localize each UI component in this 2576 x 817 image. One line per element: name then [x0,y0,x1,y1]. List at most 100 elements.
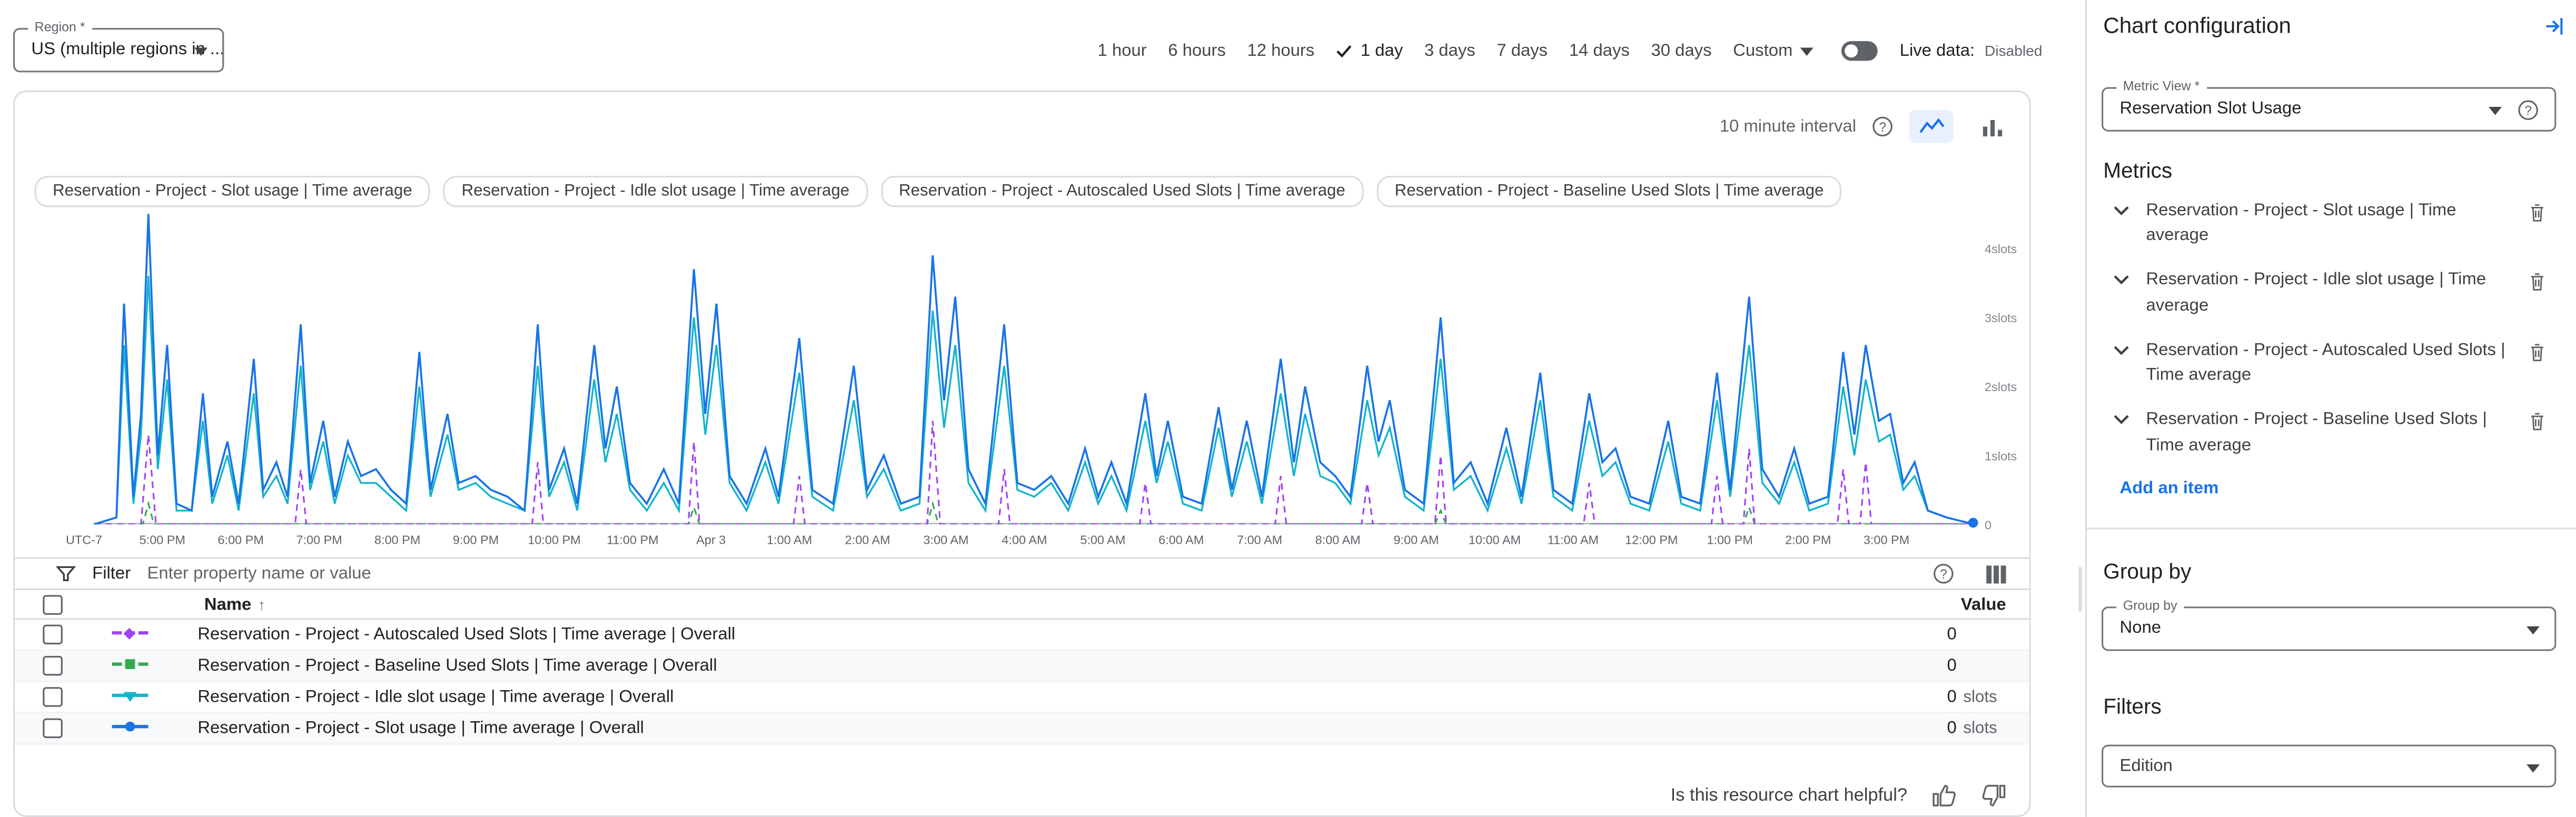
filter-label: Filter [92,564,131,584]
chevron-down-icon[interactable] [2113,415,2129,425]
metric-item-label: Reservation - Project - Baseline Used Sl… [2146,410,2487,455]
metric-view-select[interactable]: Metric View * Reservation Slot Usage ? [2102,78,2557,132]
scrollbar-thumb[interactable] [2078,567,2082,612]
region-selector[interactable]: Region * US (multiple regions in ... [13,19,224,73]
chevron-down-icon[interactable] [2113,345,2129,355]
chevron-down-icon[interactable] [2113,205,2129,216]
help-icon[interactable]: ? [2518,100,2538,120]
legend-chip-idle-slot-usage[interactable]: Reservation - Project - Idle slot usage … [443,176,868,207]
series-line-autoscaled [94,421,1975,525]
series-value: 0 [1947,718,1957,739]
help-icon[interactable]: ? [1934,564,1954,584]
row-checkbox[interactable] [43,624,63,645]
time-range-30-days[interactable]: 30 days [1651,41,1712,61]
time-range-12-hours[interactable]: 12 hours [1247,41,1315,61]
feedback-question: Is this resource chart helpful? [1670,785,1907,806]
time-range-1-hour[interactable]: 1 hour [1097,41,1147,61]
thumbs-down-icon[interactable] [1981,784,2006,808]
metric-item-slot-usage[interactable]: Reservation - Project - Slot usage | Tim… [2087,189,2576,259]
x-axis-label: 5:00 AM [1080,532,1126,547]
add-an-item-link[interactable]: Add an item [2119,477,2219,498]
select-all-checkbox[interactable] [43,594,63,614]
chevron-down-icon[interactable] [2113,275,2129,285]
live-data-toggle[interactable] [1842,41,1879,61]
x-axis: UTC-7 5:00 PM 6:00 PM 7:00 PM 8:00 PM 9:00 PM… [66,532,1975,552]
dropdown-caret-icon [2527,625,2540,634]
table-row[interactable]: Reservation - Project - Baseline Used Sl… [15,651,2029,682]
chart-plot-area[interactable] [94,202,1975,525]
dropdown-caret-icon [2489,106,2502,115]
x-axis-label: 3:00 AM [923,532,969,547]
delete-icon[interactable] [2528,272,2546,294]
collapse-panel-icon[interactable] [2540,13,2568,44]
time-range-custom[interactable]: Custom [1733,41,1815,61]
row-checkbox[interactable] [43,655,63,676]
y-axis: 4slots 3slots 2slots 1slots 0 [1984,202,2029,532]
column-settings-icon[interactable] [1986,564,2006,583]
name-column-header[interactable]: Name ↑ [204,594,265,614]
series-name: Reservation - Project - Slot usage | Tim… [197,718,644,739]
time-range-6-hours[interactable]: 6 hours [1168,41,1226,61]
series-value: 0 [1947,624,1957,645]
x-axis-label: 11:00 AM [1547,532,1599,547]
legend-chip-baseline-used-slots[interactable]: Reservation - Project - Baseline Used Sl… [1376,176,1842,207]
panel-title: Chart configuration [2103,13,2292,38]
y-axis-tick: 2slots [1984,380,2017,395]
metric-item-baseline-used-slots[interactable]: Reservation - Project - Baseline Used Sl… [2087,398,2576,469]
x-axis-label: 9:00 PM [452,532,499,547]
live-data-label: Live data: [1899,41,1975,61]
chart-configuration-panel: Chart configuration Metric View * Reserv… [2085,0,2576,817]
check-icon [1336,45,1352,58]
edition-label: Edition [2119,755,2173,776]
line-chart-icon [1918,118,1944,133]
delete-icon[interactable] [2528,412,2546,433]
x-axis-label: 7:00 PM [296,532,342,547]
x-axis-label: 6:00 AM [1158,532,1204,547]
x-axis-label: 10:00 AM [1468,532,1521,547]
legend-chip-autoscaled-used-slots[interactable]: Reservation - Project - Autoscaled Used … [880,176,1364,207]
metric-item-autoscaled-used-slots[interactable]: Reservation - Project - Autoscaled Used … [2087,328,2576,398]
series-table: Name ↑ Value Reservation - Project - Aut… [15,588,2029,745]
x-axis-label: 7:00 AM [1237,532,1283,547]
filter-input[interactable] [147,564,1917,584]
metric-item-idle-slot-usage[interactable]: Reservation - Project - Idle slot usage … [2087,259,2576,329]
live-data-end-dot [1968,517,1978,528]
table-row[interactable]: Reservation - Project - Idle slot usage … [15,682,2029,714]
series-name: Reservation - Project - Idle slot usage … [197,687,674,707]
bar-chart-toggle[interactable] [1970,110,2014,143]
x-axis-label: 9:00 AM [1393,532,1439,547]
legend-chip-slot-usage[interactable]: Reservation - Project - Slot usage | Tim… [34,176,431,207]
table-row[interactable]: Reservation - Project - Autoscaled Used … [15,620,2029,651]
x-axis-label: 6:00 PM [217,532,264,547]
row-checkbox[interactable] [43,718,63,739]
y-axis-tick: 1slots [1984,449,2017,464]
thumbs-up-icon[interactable] [1932,784,1957,808]
table-filter-bar: Filter ? [15,557,2029,589]
series-line-idle [94,276,1975,525]
time-range-14-days[interactable]: 14 days [1569,41,1630,61]
row-checkbox[interactable] [43,687,63,707]
time-range-7-days[interactable]: 7 days [1497,41,1548,61]
delete-icon[interactable] [2528,342,2546,363]
group-by-select[interactable]: Group by None [2102,597,2557,651]
metric-list: Reservation - Project - Slot usage | Tim… [2087,189,2576,468]
time-range-3-days[interactable]: 3 days [1424,41,1475,61]
x-axis-label: 4:00 AM [1002,532,1047,547]
line-chart-toggle[interactable] [1909,110,1954,143]
series-line-baseline [94,500,1975,525]
time-range-1-day[interactable]: 1 day [1336,41,1403,61]
chart-card: 10 minute interval ? Reservation - Proje… [13,90,2031,817]
dropdown-caret-icon [2527,764,2540,772]
table-row[interactable]: Reservation - Project - Slot usage | Tim… [15,713,2029,745]
x-axis-label: 8:00 AM [1315,532,1361,547]
time-range-bar: 1 hour 6 hours 12 hours 1 day 3 days 7 d… [1097,38,2042,64]
series-unit: slots [1963,688,1997,706]
delete-icon[interactable] [2528,202,2546,224]
value-column-header: Value [1960,594,2006,614]
group-by-label: Group by [2116,597,2184,613]
help-icon[interactable]: ? [1872,116,1893,137]
dropdown-caret-icon [194,47,208,56]
bar-chart-icon [1982,119,2002,136]
edition-filter-select[interactable]: Edition [2102,744,2557,787]
series-marker-dashed-diamond [112,626,148,643]
